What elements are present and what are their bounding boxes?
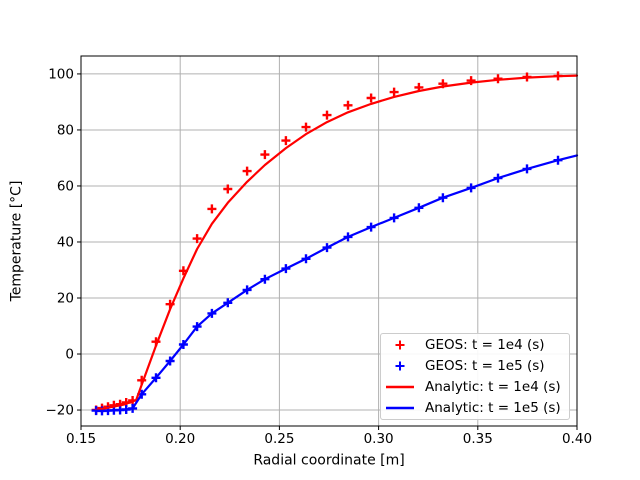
legend-label: Analytic: t = 1e5 (s) (425, 400, 561, 416)
y-tick-label: 20 (57, 290, 74, 306)
legend-label: GEOS: t = 1e4 (s) (425, 337, 545, 353)
x-tick-label: 0.25 (264, 431, 294, 447)
y-tick-label: 40 (57, 234, 74, 250)
legend-plus (395, 340, 405, 350)
x-tick-label: 0.40 (562, 431, 592, 447)
series-line-analytic-t1e5 (94, 154, 579, 412)
x-tick-label: 0.15 (66, 431, 96, 447)
legend-label: GEOS: t = 1e5 (s) (425, 358, 545, 374)
legend-line-swatch (386, 406, 414, 410)
y-tick-label: 80 (57, 122, 74, 138)
legend-label: Analytic: t = 1e4 (s) (425, 379, 561, 395)
legend-plus-marker-icon (395, 361, 405, 371)
y-tick-label: 100 (48, 66, 74, 82)
x-tick-label: 0.30 (364, 431, 394, 447)
plot-border (80, 55, 578, 427)
legend-line-swatch (386, 385, 414, 389)
legend-item-analytic-t1e5: Analytic: t = 1e5 (s) (381, 398, 569, 419)
legend-plus-marker-icon (395, 340, 405, 350)
legend-plus (395, 361, 405, 371)
legend-item-geos-t1e4: GEOS: t = 1e4 (s) (381, 335, 569, 356)
series-line-analytic-t1e4 (94, 74, 579, 412)
y-tick-label: −20 (46, 403, 75, 419)
legend: GEOS: t = 1e4 (s) GEOS: t = 1e5 (s) Analyt… (380, 333, 570, 420)
y-tick-label: 60 (57, 178, 74, 194)
legend-item-geos-t1e5: GEOS: t = 1e5 (s) (381, 356, 569, 377)
legend-item-analytic-t1e4: Analytic: t = 1e4 (s) (381, 377, 569, 398)
x-axis-label: Radial coordinate [m] (253, 453, 404, 469)
y-tick-label: 0 (65, 347, 74, 363)
plot-area: 0.15 0.20 0.25 0.30 0.35 0.40 −20 0 20 40 60 80 100 (46, 55, 592, 447)
x-tick-label: 0.35 (463, 431, 493, 447)
y-axis-label: Temperature [°C] (9, 181, 25, 303)
x-tick-label: 0.20 (165, 431, 195, 447)
